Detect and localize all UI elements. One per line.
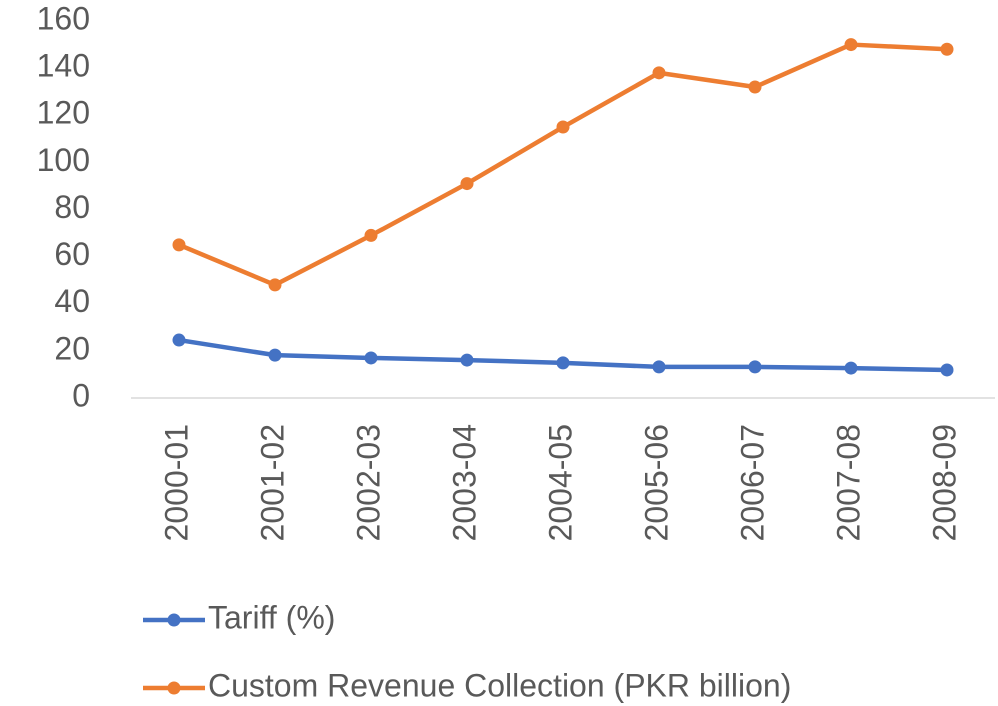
x-tick-label: 2005-06 bbox=[638, 424, 674, 541]
data-point bbox=[172, 238, 186, 252]
data-point bbox=[268, 278, 282, 292]
y-tick-label: 160 bbox=[37, 0, 90, 36]
data-point bbox=[748, 360, 762, 374]
x-tick-label: 2000-01 bbox=[158, 424, 194, 541]
x-tick-label: 2006-07 bbox=[734, 424, 770, 541]
data-point bbox=[556, 356, 570, 370]
data-point bbox=[652, 66, 666, 80]
series-line bbox=[178, 42, 948, 288]
legend-label: Custom Revenue Collection (PKR billion) bbox=[208, 667, 791, 703]
y-tick-label: 0 bbox=[72, 377, 90, 413]
y-tick-label: 40 bbox=[54, 283, 90, 319]
data-point bbox=[460, 353, 474, 367]
x-tick-label: 2007-08 bbox=[830, 424, 866, 541]
data-point bbox=[844, 38, 858, 52]
x-tick-label: 2002-03 bbox=[350, 424, 386, 541]
x-tick-label: 2008-09 bbox=[926, 424, 962, 541]
x-tick-label: 2003-04 bbox=[446, 424, 482, 541]
legend-marker bbox=[167, 681, 181, 695]
legend-label: Tariff (%) bbox=[208, 599, 335, 635]
data-point bbox=[268, 348, 282, 362]
data-point bbox=[172, 333, 186, 347]
data-point bbox=[364, 351, 378, 365]
data-point bbox=[556, 120, 570, 134]
legend-marker bbox=[167, 613, 181, 627]
data-point bbox=[460, 177, 474, 191]
y-tick-label: 120 bbox=[37, 95, 90, 131]
data-point bbox=[940, 42, 954, 56]
y-tick-label: 20 bbox=[54, 330, 90, 366]
y-tick-label: 60 bbox=[54, 236, 90, 272]
data-point bbox=[364, 228, 378, 242]
data-point bbox=[748, 80, 762, 94]
x-tick-label: 2001-02 bbox=[254, 424, 290, 541]
x-tick-label: 2004-05 bbox=[542, 424, 578, 541]
data-point bbox=[844, 361, 858, 375]
y-tick-label: 80 bbox=[54, 189, 90, 225]
data-point bbox=[652, 360, 666, 374]
y-tick-label: 140 bbox=[37, 48, 90, 84]
y-tick-label: 100 bbox=[37, 142, 90, 178]
data-point bbox=[940, 363, 954, 377]
